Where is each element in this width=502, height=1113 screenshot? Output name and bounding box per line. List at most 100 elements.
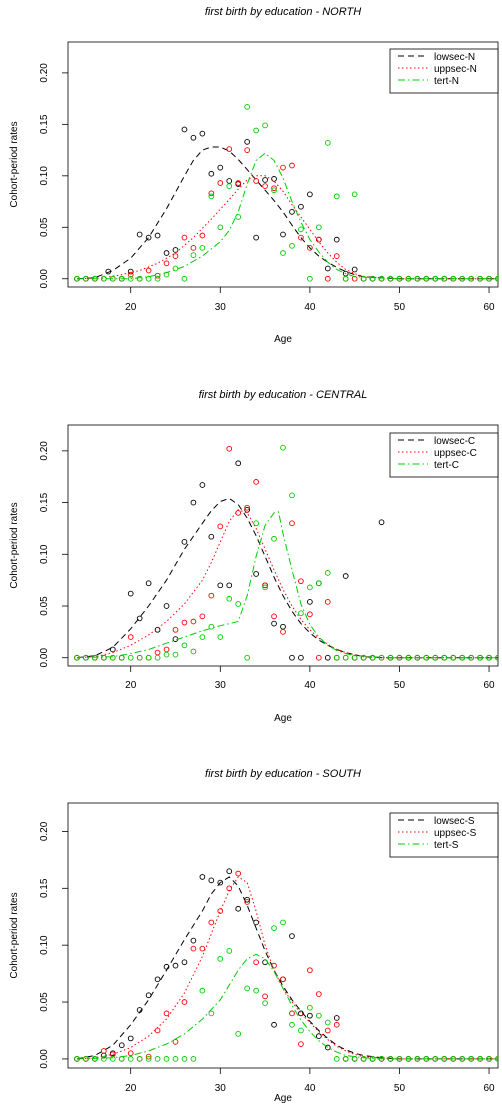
data-point bbox=[315, 1012, 322, 1019]
data-point bbox=[253, 959, 259, 966]
x-axis-label: Age bbox=[274, 713, 292, 724]
data-point bbox=[307, 967, 313, 974]
data-point bbox=[307, 275, 313, 282]
chart-title: first birth by education - NORTH bbox=[205, 6, 361, 18]
data-point bbox=[199, 945, 206, 952]
data-point bbox=[289, 933, 295, 939]
data-point bbox=[100, 1048, 107, 1054]
data-point bbox=[226, 582, 233, 589]
fitted-curve bbox=[76, 953, 498, 1060]
y-tick-label: 0.05 bbox=[39, 596, 50, 616]
data-point bbox=[199, 987, 206, 994]
data-point bbox=[333, 1021, 340, 1028]
data-point bbox=[280, 623, 286, 630]
data-point bbox=[307, 611, 313, 618]
data-point bbox=[208, 193, 215, 200]
data-point bbox=[324, 599, 331, 605]
fitted-curve bbox=[76, 146, 498, 280]
data-point bbox=[280, 250, 286, 256]
data-point bbox=[217, 908, 224, 914]
data-point bbox=[262, 1000, 268, 1007]
data-point bbox=[190, 499, 197, 506]
data-point bbox=[280, 231, 286, 238]
y-tick-label: 0.00 bbox=[39, 1049, 50, 1069]
data-point bbox=[378, 275, 385, 282]
data-point bbox=[253, 127, 259, 134]
data-point bbox=[163, 603, 170, 609]
data-point bbox=[271, 535, 277, 542]
data-point bbox=[244, 104, 251, 110]
series-lowsec-C bbox=[74, 460, 498, 661]
data-point bbox=[262, 584, 268, 591]
data-point bbox=[307, 245, 313, 251]
data-point bbox=[181, 999, 188, 1005]
data-point bbox=[118, 654, 125, 661]
data-point bbox=[118, 1042, 125, 1049]
data-point bbox=[217, 879, 224, 886]
legend-label: tert-S bbox=[434, 840, 459, 851]
data-point bbox=[324, 265, 331, 272]
data-point bbox=[172, 1056, 179, 1062]
x-tick-label: 20 bbox=[125, 1083, 137, 1094]
data-point bbox=[280, 444, 286, 451]
data-point bbox=[342, 654, 349, 661]
data-point bbox=[208, 190, 215, 197]
data-point bbox=[315, 1033, 322, 1040]
data-point bbox=[154, 1027, 161, 1034]
data-point bbox=[289, 1010, 295, 1017]
data-point bbox=[100, 1056, 107, 1062]
data-point bbox=[163, 1056, 170, 1062]
data-point bbox=[253, 571, 259, 577]
data-point bbox=[190, 134, 197, 141]
x-axis-label: Age bbox=[274, 334, 292, 345]
data-point bbox=[190, 937, 197, 944]
data-point bbox=[342, 275, 349, 282]
data-point bbox=[253, 919, 259, 926]
data-point bbox=[217, 180, 224, 186]
data-point bbox=[163, 646, 170, 653]
legend-label: uppsec-C bbox=[434, 448, 477, 459]
data-point bbox=[208, 170, 215, 177]
x-tick-label: 30 bbox=[215, 680, 227, 691]
data-point bbox=[459, 275, 466, 282]
data-point bbox=[289, 520, 295, 527]
data-point bbox=[100, 654, 107, 661]
data-point bbox=[235, 180, 242, 186]
data-point bbox=[289, 654, 295, 661]
data-point bbox=[253, 178, 259, 184]
data-point bbox=[226, 948, 233, 954]
data-point bbox=[324, 1019, 331, 1026]
data-point bbox=[253, 479, 259, 485]
data-point bbox=[208, 533, 215, 540]
data-point bbox=[199, 245, 206, 251]
data-point bbox=[199, 874, 206, 880]
data-point bbox=[468, 654, 474, 661]
data-point bbox=[369, 275, 376, 282]
data-point bbox=[414, 275, 421, 282]
data-point bbox=[280, 919, 286, 926]
data-point bbox=[271, 620, 277, 627]
data-point bbox=[235, 510, 242, 516]
plot-area bbox=[74, 868, 498, 1062]
data-point bbox=[181, 539, 188, 545]
data-point bbox=[127, 634, 134, 640]
data-point bbox=[324, 1044, 331, 1051]
data-point bbox=[315, 580, 322, 587]
data-point bbox=[145, 1053, 152, 1060]
data-point bbox=[181, 234, 188, 241]
legend-label: lowsec-C bbox=[434, 436, 475, 447]
data-point bbox=[244, 985, 251, 992]
data-point bbox=[244, 899, 251, 905]
data-point bbox=[181, 1056, 188, 1062]
data-point bbox=[369, 654, 376, 661]
data-point bbox=[280, 976, 286, 983]
data-point bbox=[127, 275, 134, 282]
y-tick-label: 0.15 bbox=[39, 114, 50, 134]
y-tick-label: 0.20 bbox=[39, 821, 50, 841]
data-point bbox=[289, 162, 295, 169]
data-point bbox=[145, 580, 152, 587]
x-tick-label: 20 bbox=[125, 302, 137, 313]
data-point bbox=[172, 1038, 179, 1045]
